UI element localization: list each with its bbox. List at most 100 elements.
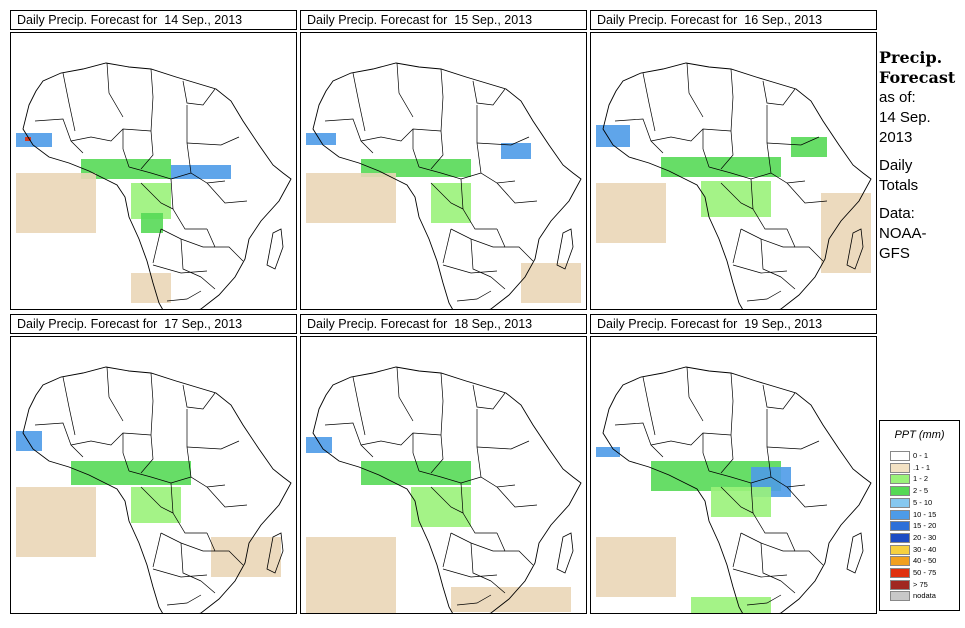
info-title-line1: Precip.	[879, 48, 943, 67]
precip-patch	[596, 447, 620, 457]
country-border	[490, 276, 506, 290]
precip-patch	[701, 181, 771, 217]
country-border	[106, 62, 124, 118]
country-border	[128, 470, 192, 484]
country-border	[150, 68, 154, 132]
legend-label: 10 - 15	[913, 509, 937, 519]
country-border	[456, 594, 492, 606]
country-border	[186, 142, 226, 184]
legend-swatch	[890, 486, 910, 497]
country-border	[496, 532, 534, 566]
data-source-line2: NOAA-	[879, 225, 927, 242]
country-border	[186, 440, 240, 450]
country-border	[152, 264, 208, 274]
coastline	[312, 366, 582, 613]
country-border	[450, 228, 505, 248]
country-border	[750, 482, 787, 534]
panel-title: Daily Precip. Forecast for 16 Sep., 2013	[590, 10, 877, 30]
country-border	[750, 178, 787, 230]
precip-map	[590, 32, 877, 310]
madagascar-outline	[266, 532, 284, 574]
panel-title: Daily Precip. Forecast for 17 Sep., 2013	[10, 314, 297, 334]
country-border	[170, 482, 207, 534]
madagascar-outline	[846, 532, 864, 574]
country-border	[70, 432, 152, 446]
legend-swatch	[890, 579, 910, 590]
country-border	[496, 228, 534, 262]
legend-label: .1 - 1	[913, 462, 931, 472]
country-border	[34, 422, 84, 458]
legend-label: 15 - 20	[913, 521, 937, 531]
country-border	[166, 290, 202, 302]
country-border	[786, 228, 824, 262]
legend-label: 5 - 10	[913, 497, 933, 507]
legend-swatch	[890, 451, 910, 461]
country-border	[614, 422, 664, 458]
africa-map	[301, 33, 586, 309]
country-border	[766, 136, 820, 146]
legend-item: 15 - 20	[890, 521, 956, 532]
coastline	[312, 62, 582, 309]
country-border	[180, 542, 202, 582]
country-border	[182, 80, 216, 106]
country-border	[122, 433, 130, 472]
country-border	[686, 366, 704, 422]
legend-item: .1 - 1	[890, 462, 956, 474]
country-border	[732, 228, 742, 264]
country-border	[418, 166, 482, 180]
precip-patch	[131, 273, 171, 303]
precip-patch	[171, 165, 231, 179]
country-border	[476, 440, 530, 450]
totals-line2: Totals	[879, 177, 919, 194]
panel-title: Daily Precip. Forecast for 15 Sep., 2013	[300, 10, 587, 30]
country-border	[186, 446, 226, 488]
legend-item: 1 - 2	[890, 474, 956, 485]
country-border	[152, 532, 162, 568]
legend-title: PPT (mm)	[894, 429, 945, 441]
country-border	[476, 446, 516, 488]
madagascar-outline	[556, 532, 574, 574]
country-border	[762, 80, 796, 106]
precip-patch	[691, 597, 771, 613]
asof-date-line2: 2013	[879, 129, 913, 146]
precip-patch	[451, 587, 571, 612]
country-border	[730, 68, 734, 132]
legend-label: > 75	[913, 579, 928, 589]
country-border	[106, 366, 124, 422]
country-border	[650, 432, 732, 446]
precip-patch	[306, 537, 396, 613]
country-border	[708, 166, 772, 180]
country-border	[62, 72, 76, 132]
forecast-info: Precip. Forecast as of: 14 Sep. 2013 Dai…	[879, 48, 963, 264]
legend-item: 50 - 75	[890, 568, 956, 579]
country-border	[614, 118, 664, 154]
country-border	[150, 372, 154, 436]
precip-patch	[16, 431, 42, 451]
country-border	[470, 238, 492, 278]
precip-patch	[361, 461, 471, 485]
country-border	[440, 68, 444, 132]
precip-map	[300, 336, 587, 614]
country-border	[642, 72, 656, 132]
country-border	[766, 440, 820, 450]
country-border	[396, 366, 414, 422]
country-border	[352, 72, 366, 132]
country-border	[412, 129, 420, 168]
country-border	[708, 470, 772, 484]
precip-patch	[306, 173, 396, 223]
country-border	[442, 264, 498, 274]
country-border	[70, 128, 152, 142]
country-border	[732, 264, 788, 274]
madagascar-outline	[266, 228, 284, 270]
coastline	[602, 366, 872, 613]
country-border	[206, 182, 248, 204]
country-border	[182, 384, 216, 410]
precip-patch	[141, 213, 163, 233]
legend-item: 5 - 10	[890, 497, 956, 509]
totals-line1: Daily	[879, 157, 913, 174]
country-border	[430, 182, 464, 210]
country-border	[766, 142, 806, 184]
country-border	[476, 136, 530, 146]
country-border	[746, 594, 782, 606]
country-border	[642, 376, 656, 436]
